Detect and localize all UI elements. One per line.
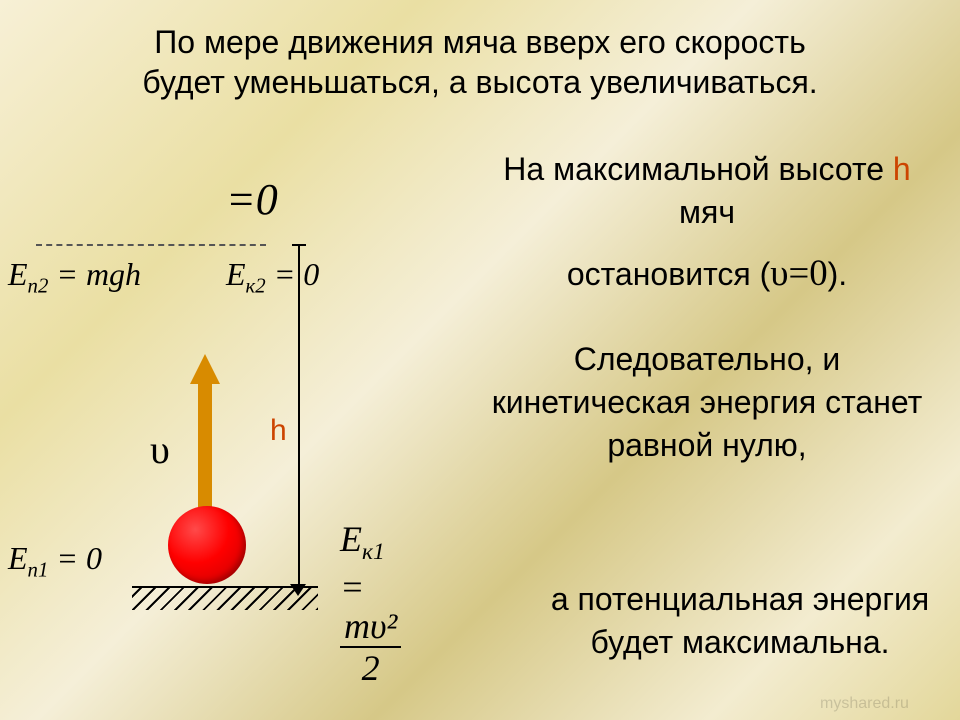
paragraph-kinetic-zero: Следовательно, и кинетическая энергия ст…: [482, 338, 932, 468]
paragraph-potential-max: а потенциальная энергия будет максимальн…: [530, 578, 950, 664]
top-line2: будет уменьшаться, а высота увеличиватьс…: [142, 64, 817, 100]
height-line: [298, 244, 300, 586]
top-text: По мере движения мяча вверх его скорость…: [30, 22, 930, 102]
velocity-arrow-stem: [198, 380, 212, 518]
paragraph-max-height: На максимальной высоте h мячостановится …: [482, 148, 932, 298]
top-dashed-line: [36, 244, 266, 246]
formula-ep1: Eп1 = 0: [8, 540, 102, 582]
height-tick-top: [292, 244, 306, 246]
formula-ek1: Eк1 = mυ²2: [340, 518, 401, 686]
watermark: myshared.ru: [820, 695, 909, 713]
height-label: h: [270, 414, 287, 448]
formula-ep2: Eп2 = mgh: [8, 256, 141, 298]
top-line1: По мере движения мяча вверх его скорость: [154, 24, 805, 60]
ball: [168, 506, 246, 584]
velocity-label: υ: [150, 426, 170, 473]
velocity-zero-top: =0: [226, 174, 278, 225]
slide: По мере движения мяча вверх его скорость…: [0, 0, 960, 720]
formula-ek2: Eк2 = 0: [226, 256, 319, 298]
ground-hatch: [132, 588, 318, 610]
diagram: Eп2 = mgh Eк2 = 0 h υ Eп1 = 0 Eк1 = mυ²2: [40, 242, 380, 662]
velocity-arrow-head: [190, 354, 220, 384]
